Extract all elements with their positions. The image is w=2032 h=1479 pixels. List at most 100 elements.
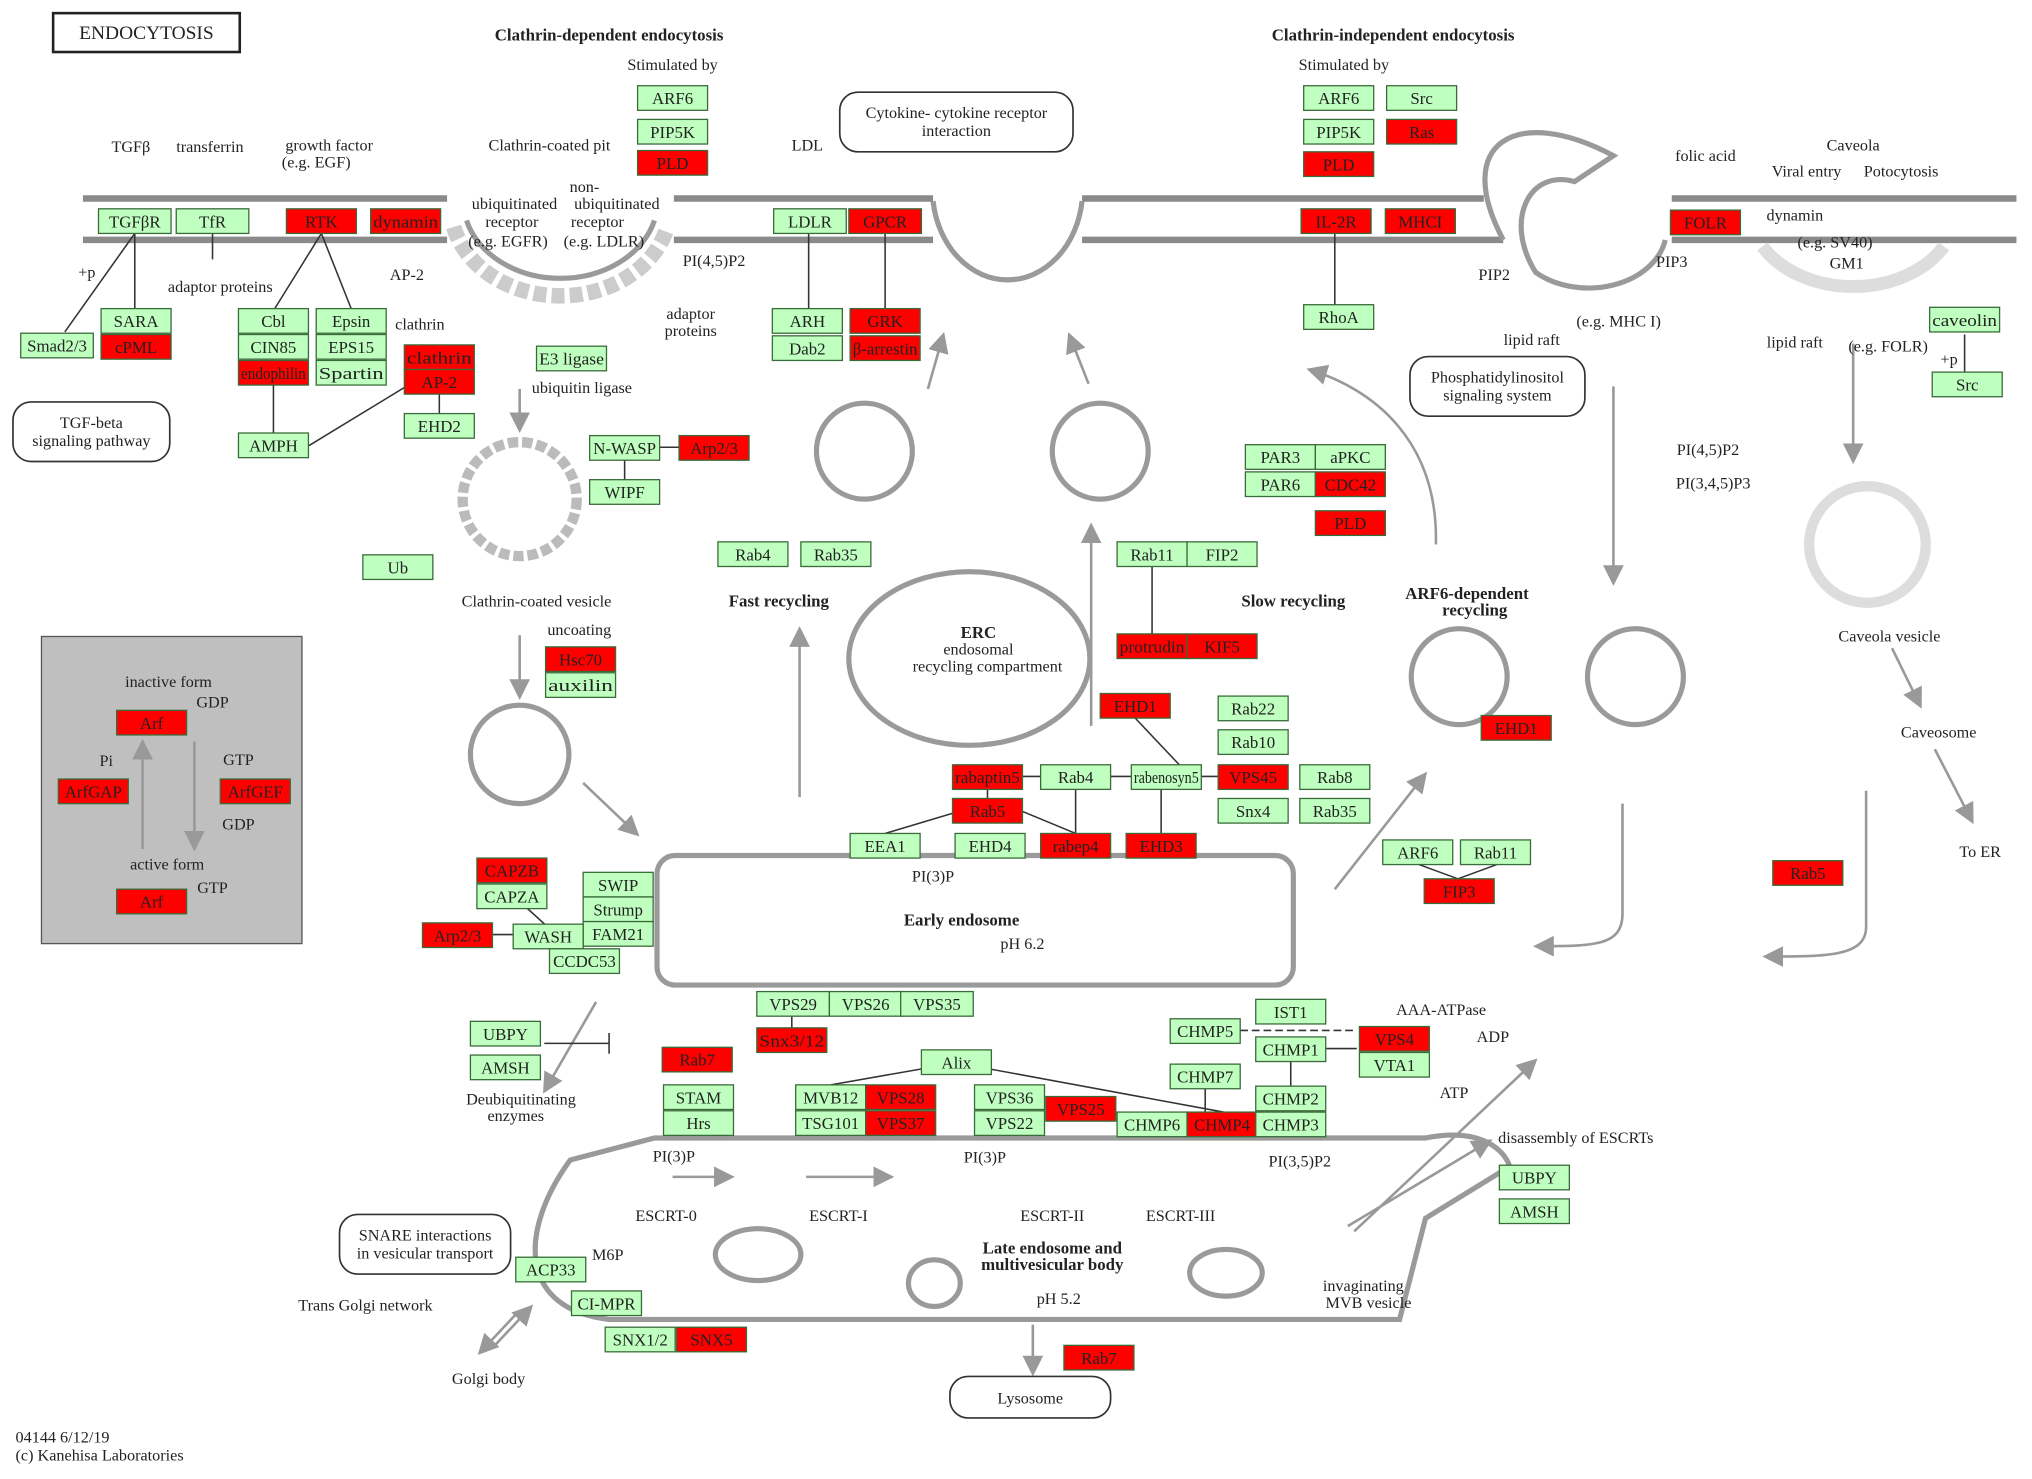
gene-node[interactable]: ARF6 [1382,839,1454,866]
gene-node[interactable]: Rab7 [661,1046,733,1073]
gene-node[interactable]: PIP5K [1303,118,1375,145]
gene-node[interactable]: Arp2/3 [678,434,750,461]
gene-box-green[interactable] [717,541,789,568]
gene-box-red[interactable] [1300,208,1372,235]
gene-node[interactable]: VPS22 [973,1110,1046,1137]
gene-box-green[interactable] [1039,764,1112,791]
gene-node[interactable]: VPS28 [865,1084,937,1111]
gene-box-green[interactable] [1255,1085,1327,1112]
gene-box-green[interactable] [1358,1051,1431,1078]
gene-box-green[interactable] [636,118,709,145]
gene-box-green[interactable] [973,1110,1046,1137]
gene-box-green[interactable] [973,1084,1046,1111]
gene-node[interactable]: CI-MPR [570,1290,643,1317]
gene-box-red[interactable] [403,344,475,371]
gene-node[interactable]: ArfGEF [219,778,291,805]
gene-box-green[interactable] [1169,1063,1241,1090]
gene-node[interactable]: UBPY [469,1020,542,1047]
gene-box-red[interactable] [115,888,188,915]
gene-node[interactable]: RhoA [1303,304,1375,330]
pathway-link-box[interactable] [949,1375,1112,1419]
gene-node[interactable]: cPML [100,333,172,360]
gene-box-red[interactable] [1384,208,1456,235]
gene-box-green[interactable] [582,920,654,947]
gene-box-green[interactable] [1303,304,1375,330]
gene-box-green[interactable] [469,1020,542,1047]
gene-node[interactable]: CAPZA [476,883,548,910]
gene-box-red[interactable] [544,646,617,673]
gene-box-red[interactable] [951,797,1024,824]
gene-node[interactable]: VPS35 [900,990,974,1017]
gene-node[interactable]: Ras [1385,118,1458,145]
gene-node[interactable]: SNX5 [675,1326,748,1353]
gene-box-green[interactable] [582,871,654,898]
gene-node[interactable]: AP-2 [403,368,475,395]
gene-box-green[interactable] [1169,1018,1241,1045]
gene-node[interactable]: auxilin [544,672,617,699]
gene-node[interactable]: MVB12 [795,1084,867,1111]
gene-box-red[interactable] [1217,764,1289,791]
gene-node[interactable]: Rab11 [1459,839,1532,866]
gene-box-green[interactable] [771,335,843,362]
gene-box-green[interactable] [1255,1036,1327,1063]
pathway-link-box[interactable] [12,401,171,463]
gene-box-green[interactable] [1244,444,1317,470]
gene-box-red[interactable] [1385,118,1458,145]
gene-box-red[interactable] [1669,209,1742,236]
gene-node[interactable]: Snx4 [1217,797,1289,824]
gene-box-green[interactable] [1314,444,1386,470]
gene-node[interactable]: Smad2/3 [20,332,94,359]
gene-box-green[interactable] [1217,729,1289,756]
gene-box-green[interactable] [175,208,250,235]
gene-box-green[interactable] [1928,306,2001,333]
gene-node[interactable]: clathrin [403,344,475,371]
gene-box-red[interactable] [1039,832,1112,859]
gene-node[interactable]: FAM21 [582,920,654,947]
gene-node[interactable]: AMSH [469,1054,542,1081]
gene-box-green[interactable] [469,1054,542,1081]
gene-box-red[interactable] [1772,860,1844,886]
gene-box-green[interactable] [588,434,661,461]
gene-node[interactable]: protrudin [1116,633,1188,660]
gene-box-green[interactable] [1498,1198,1571,1225]
gene-node[interactable]: SNX1/2 [604,1326,676,1353]
gene-node[interactable]: Alix [920,1049,993,1076]
gene-node[interactable]: aPKC [1314,444,1386,470]
gene-node[interactable]: Rab10 [1217,729,1289,756]
gene-node[interactable]: CDC42 [1314,471,1386,498]
gene-box-green[interactable] [920,1049,993,1076]
gene-box-green[interactable] [582,896,654,923]
gene-box-red[interactable] [1303,151,1375,178]
gene-box-red[interactable] [849,307,921,334]
gene-node[interactable]: β-arrestin [849,335,921,362]
pathway-link-box[interactable] [1409,355,1586,418]
gene-node[interactable]: FIP3 [1423,878,1495,905]
gene-box-red[interactable] [865,1110,937,1137]
gene-node[interactable]: PAR6 [1244,471,1317,498]
gene-box-green[interactable] [512,923,584,950]
gene-box-green[interactable] [771,307,843,334]
gene-box-green[interactable] [1255,1111,1327,1138]
gene-box-red[interactable] [403,368,475,395]
gene-box-green[interactable] [315,359,387,386]
gene-box-red[interactable] [865,1084,937,1111]
gene-box-green[interactable] [1303,118,1375,145]
gene-node[interactable]: ARH [771,307,843,334]
gene-node[interactable]: ARF6 [1303,85,1375,111]
gene-node[interactable]: AMPH [237,432,310,459]
gene-box-green[interactable] [900,990,974,1017]
gene-node[interactable]: WASH [512,923,584,950]
gene-box-green[interactable] [237,333,310,360]
gene-box-red[interactable] [1125,832,1197,859]
gene-box-green[interactable] [1382,839,1454,866]
gene-node[interactable]: EHD3 [1125,832,1197,859]
gene-box-green[interactable] [570,1290,643,1317]
gene-box-green[interactable] [1299,764,1371,791]
gene-box-green[interactable] [237,307,310,334]
gene-node[interactable]: Dab2 [771,335,843,362]
gene-node[interactable]: VPS36 [973,1084,1046,1111]
gene-node[interactable]: caveolin [1928,306,2001,333]
gene-box-green[interactable] [588,479,661,505]
pathway-link-box[interactable] [838,91,1074,153]
gene-box-green[interactable] [548,948,621,975]
